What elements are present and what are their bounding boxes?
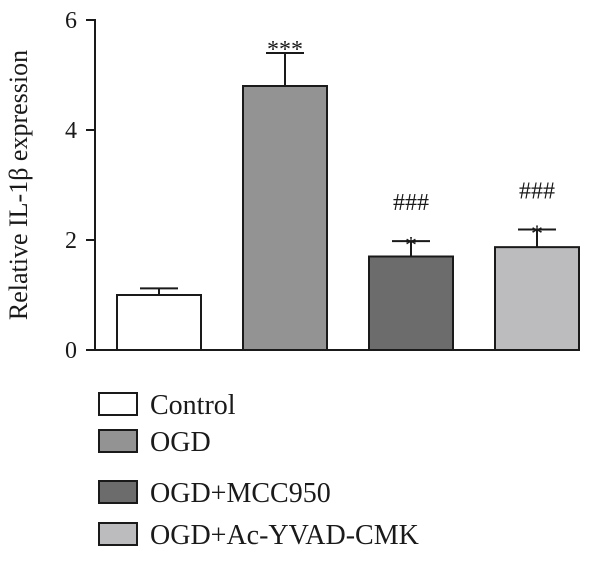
legend-label-4: OGD+Ac-YVAD-CMK	[150, 520, 419, 551]
plot-area: 0 2 4 6 Relative IL-1β expression *** ### * ### *	[4, 8, 580, 364]
y-tick-label: 2	[65, 228, 77, 254]
legend-label-1: Control	[150, 390, 236, 421]
significance-stars: *	[405, 233, 417, 259]
y-tick-label: 4	[65, 118, 77, 144]
legend-label-3: OGD+MCC950	[150, 478, 331, 509]
y-axis-label: Relative IL-1β expression	[4, 50, 33, 320]
significance-stars: ***	[267, 37, 303, 63]
significance-stars: *	[531, 222, 543, 248]
legend-label-2: OGD	[150, 427, 211, 458]
significance-hashes: ###	[393, 190, 429, 216]
bar-3	[368, 255, 454, 351]
significance-hashes: ###	[519, 179, 555, 205]
legend-swatch-4	[98, 522, 138, 546]
y-tick-label: 0	[65, 338, 77, 364]
y-tick-label: 6	[65, 8, 77, 34]
legend: Control OGD OGD+MCC950 OGD+Ac-YVAD-CMK	[98, 390, 419, 551]
legend-swatch-1	[98, 392, 138, 416]
bar-1	[116, 294, 202, 351]
legend-swatch-2	[98, 429, 138, 453]
bar-2	[242, 85, 328, 351]
legend-swatch-3	[98, 480, 138, 504]
bar-4	[494, 246, 580, 351]
